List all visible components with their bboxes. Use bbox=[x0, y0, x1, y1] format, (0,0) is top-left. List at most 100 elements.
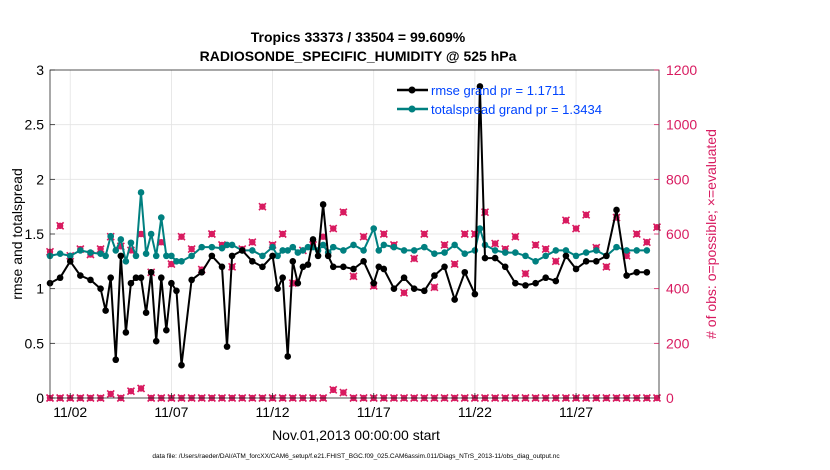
series-point-rmse bbox=[461, 268, 469, 276]
obs-cross-b bbox=[349, 272, 358, 281]
series-point-rmse bbox=[375, 263, 383, 271]
x-axis-label: Nov.01,2013 00:00:00 start bbox=[272, 427, 440, 443]
obs-cross-b bbox=[339, 208, 348, 217]
series-point-totalspread bbox=[370, 225, 378, 232]
grid bbox=[50, 70, 659, 398]
series-point-totalspread bbox=[552, 247, 560, 254]
series-point-totalspread bbox=[157, 214, 165, 221]
series-point-totalspread bbox=[340, 247, 347, 254]
series-point-rmse bbox=[572, 265, 580, 273]
series-point-totalspread bbox=[491, 247, 499, 254]
obs-cross-b bbox=[339, 388, 348, 397]
series-point-rmse bbox=[501, 263, 509, 271]
series-point-totalspread bbox=[421, 243, 428, 251]
obs-cross-b bbox=[521, 269, 530, 278]
obs-cross-b bbox=[187, 244, 196, 254]
series-point-totalspread bbox=[562, 247, 570, 254]
series-point-totalspread bbox=[173, 258, 180, 265]
series-point-rmse bbox=[451, 296, 458, 303]
series-point-rmse bbox=[329, 263, 337, 271]
obs-marker-obs_possible bbox=[359, 232, 368, 241]
left-tick-label: 0 bbox=[36, 390, 44, 406]
series-point-rmse bbox=[66, 258, 74, 265]
series-point-rmse bbox=[142, 309, 150, 317]
series-point-totalspread bbox=[137, 189, 145, 196]
series-point-totalspread bbox=[643, 247, 651, 254]
obs-marker-obs_possible bbox=[571, 224, 581, 233]
series-point-totalspread bbox=[223, 241, 231, 249]
series-point-totalspread bbox=[350, 241, 357, 249]
left-axis: 0 0.5 1 1.5 2 2.5 3 bbox=[25, 62, 55, 406]
obs-cross-b bbox=[136, 384, 146, 393]
series-point-totalspread bbox=[400, 247, 408, 254]
series-point-rmse bbox=[127, 279, 135, 287]
obs-cross-b bbox=[541, 244, 550, 254]
x-axis: 11/02 11/07 11/12 11/17 11/22 11/27 bbox=[53, 393, 593, 420]
obs-marker-obs_possible bbox=[329, 224, 338, 233]
obs-cross-b bbox=[491, 239, 500, 248]
obs-cross-b bbox=[561, 216, 570, 225]
series-point-rmse bbox=[390, 285, 398, 292]
series-point-rmse bbox=[284, 353, 292, 360]
series-point-totalspread bbox=[512, 249, 519, 256]
series-point-rmse bbox=[370, 279, 378, 287]
legend-rmse-label: rmse grand pr = 1.1711 bbox=[431, 83, 566, 98]
series-point-totalspread bbox=[208, 243, 216, 251]
obs-marker-obs_possible bbox=[642, 238, 651, 247]
series-point-rmse bbox=[562, 252, 570, 260]
series-point-totalspread bbox=[582, 249, 590, 256]
series-point-rmse bbox=[299, 263, 307, 271]
series-point-totalspread bbox=[451, 241, 458, 249]
series-point-rmse bbox=[249, 258, 256, 265]
y-axis-right-label: # of obs: o=possible; ×=evaluated bbox=[703, 129, 719, 339]
obs-marker-obs_evaluated bbox=[136, 384, 146, 393]
right-axis: 0 200 400 600 800 1000 1200 bbox=[654, 62, 697, 406]
series-point-totalspread bbox=[522, 252, 529, 260]
series-point-totalspread bbox=[122, 258, 130, 265]
obs-marker-obs_possible bbox=[521, 269, 530, 278]
obs-marker-obs_possible bbox=[450, 260, 459, 269]
series-point-rmse bbox=[289, 258, 297, 265]
y-axis-left-label: rmse and totalspread bbox=[9, 168, 25, 300]
series-point-rmse bbox=[441, 263, 448, 271]
obs-marker-obs_possible bbox=[278, 229, 287, 239]
obs-cross-b bbox=[551, 257, 560, 266]
series-point-rmse bbox=[279, 274, 286, 282]
series-point-rmse bbox=[56, 274, 64, 282]
series-point-totalspread bbox=[218, 244, 226, 252]
x-tick-label: 11/27 bbox=[559, 404, 593, 420]
obs-marker-obs_possible bbox=[440, 240, 449, 249]
series-point-totalspread bbox=[117, 236, 125, 243]
series-point-rmse bbox=[643, 268, 651, 276]
obs-cross-b bbox=[420, 229, 429, 239]
series-point-totalspread bbox=[188, 252, 195, 260]
obs-marker-obs_possible bbox=[248, 238, 257, 247]
obs-cross-b bbox=[430, 283, 439, 292]
legend-spread-label: totalspread grand pr = 1.3434 bbox=[431, 102, 602, 117]
left-tick-label: 3 bbox=[36, 62, 44, 78]
obs-marker-obs_possible bbox=[56, 221, 65, 230]
series-point-totalspread bbox=[132, 252, 140, 260]
series-point-rmse bbox=[168, 279, 175, 287]
obs-cross-b bbox=[278, 229, 287, 239]
series-point-rmse bbox=[238, 247, 246, 254]
series-point-rmse bbox=[228, 252, 236, 260]
spread-layer bbox=[46, 189, 651, 265]
series-point-rmse bbox=[269, 252, 276, 260]
obs-cross-b bbox=[440, 240, 449, 249]
left-tick-label: 2.5 bbox=[25, 117, 45, 133]
series-point-rmse bbox=[309, 236, 317, 243]
obs-marker-obs_possible bbox=[410, 254, 419, 263]
series-point-rmse bbox=[147, 268, 155, 276]
right-tick-label: 400 bbox=[666, 281, 690, 297]
series-point-rmse bbox=[208, 252, 216, 260]
series-point-totalspread bbox=[178, 258, 185, 265]
obs-marker-obs_possible bbox=[187, 244, 196, 254]
obs-marker-obs_evaluated bbox=[329, 385, 338, 394]
obs-marker-obs_possible bbox=[531, 240, 540, 249]
footer-data-file: data file: /Users/raeder/DAI/ATM_forcXX/… bbox=[152, 453, 560, 460]
obs-marker-obs_possible bbox=[480, 208, 490, 217]
chart-title-line2: RADIOSONDE_SPECIFIC_HUMIDITY @ 525 hPa bbox=[200, 48, 517, 64]
obs-cross-b bbox=[126, 387, 135, 396]
series-point-totalspread bbox=[107, 232, 114, 240]
